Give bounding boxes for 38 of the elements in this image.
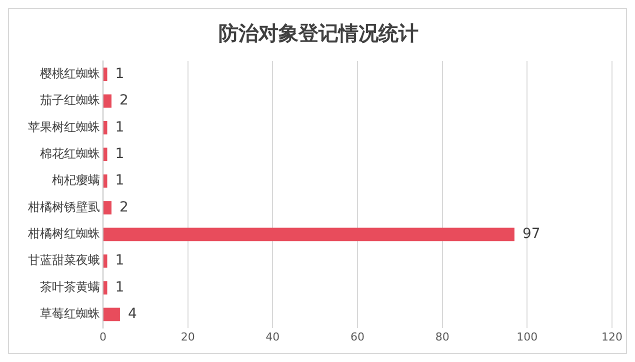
chart-title: 防治对象登记情况统计 (218, 21, 418, 46)
data-label: 97 (522, 226, 540, 242)
bar (104, 121, 108, 134)
x-tick-label: 120 (602, 330, 622, 344)
bar (104, 254, 108, 268)
bar (104, 148, 108, 162)
data-label: 1 (115, 252, 124, 269)
y-tick-label: 甘蓝甜菜夜蛾 (28, 253, 100, 268)
bar (104, 68, 108, 82)
data-label: 4 (128, 306, 137, 322)
bar (104, 308, 120, 322)
x-tick-label: 100 (516, 330, 538, 344)
data-label: 2 (119, 199, 128, 216)
y-tick-label: 茶叶茶黄螨 (40, 280, 100, 294)
x-tick-label: 0 (100, 330, 106, 344)
x-tick-label: 20 (180, 330, 195, 344)
x-tick-label: 60 (350, 330, 364, 344)
y-tick-label: 茄子红蜘蛛 (40, 93, 100, 108)
data-label: 1 (115, 146, 124, 162)
data-label: 1 (115, 66, 124, 82)
x-tick-label: 40 (266, 330, 280, 344)
y-tick-label: 柑橘树锈壁虱 (27, 200, 100, 214)
bar (104, 228, 514, 242)
bar (104, 201, 112, 214)
data-label: 1 (115, 279, 124, 296)
x-tick-label: 80 (435, 330, 450, 344)
y-tick-label: 樱桃红蜘蛛 (40, 66, 100, 80)
data-label: 1 (115, 119, 124, 136)
y-tick-label: 棉花红蜘蛛 (40, 146, 100, 161)
data-label: 2 (119, 92, 128, 109)
y-tick-label: 柑橘树红蜘蛛 (27, 226, 100, 241)
data-label: 1 (115, 172, 124, 189)
y-tick-label: 枸杞瘿螨 (52, 173, 100, 188)
bar (104, 174, 108, 188)
y-tick-label: 草莓红蜘蛛 (40, 306, 100, 321)
y-tick-label: 苹果树红蜘蛛 (28, 120, 100, 134)
bar (104, 281, 108, 294)
bar (104, 94, 112, 108)
